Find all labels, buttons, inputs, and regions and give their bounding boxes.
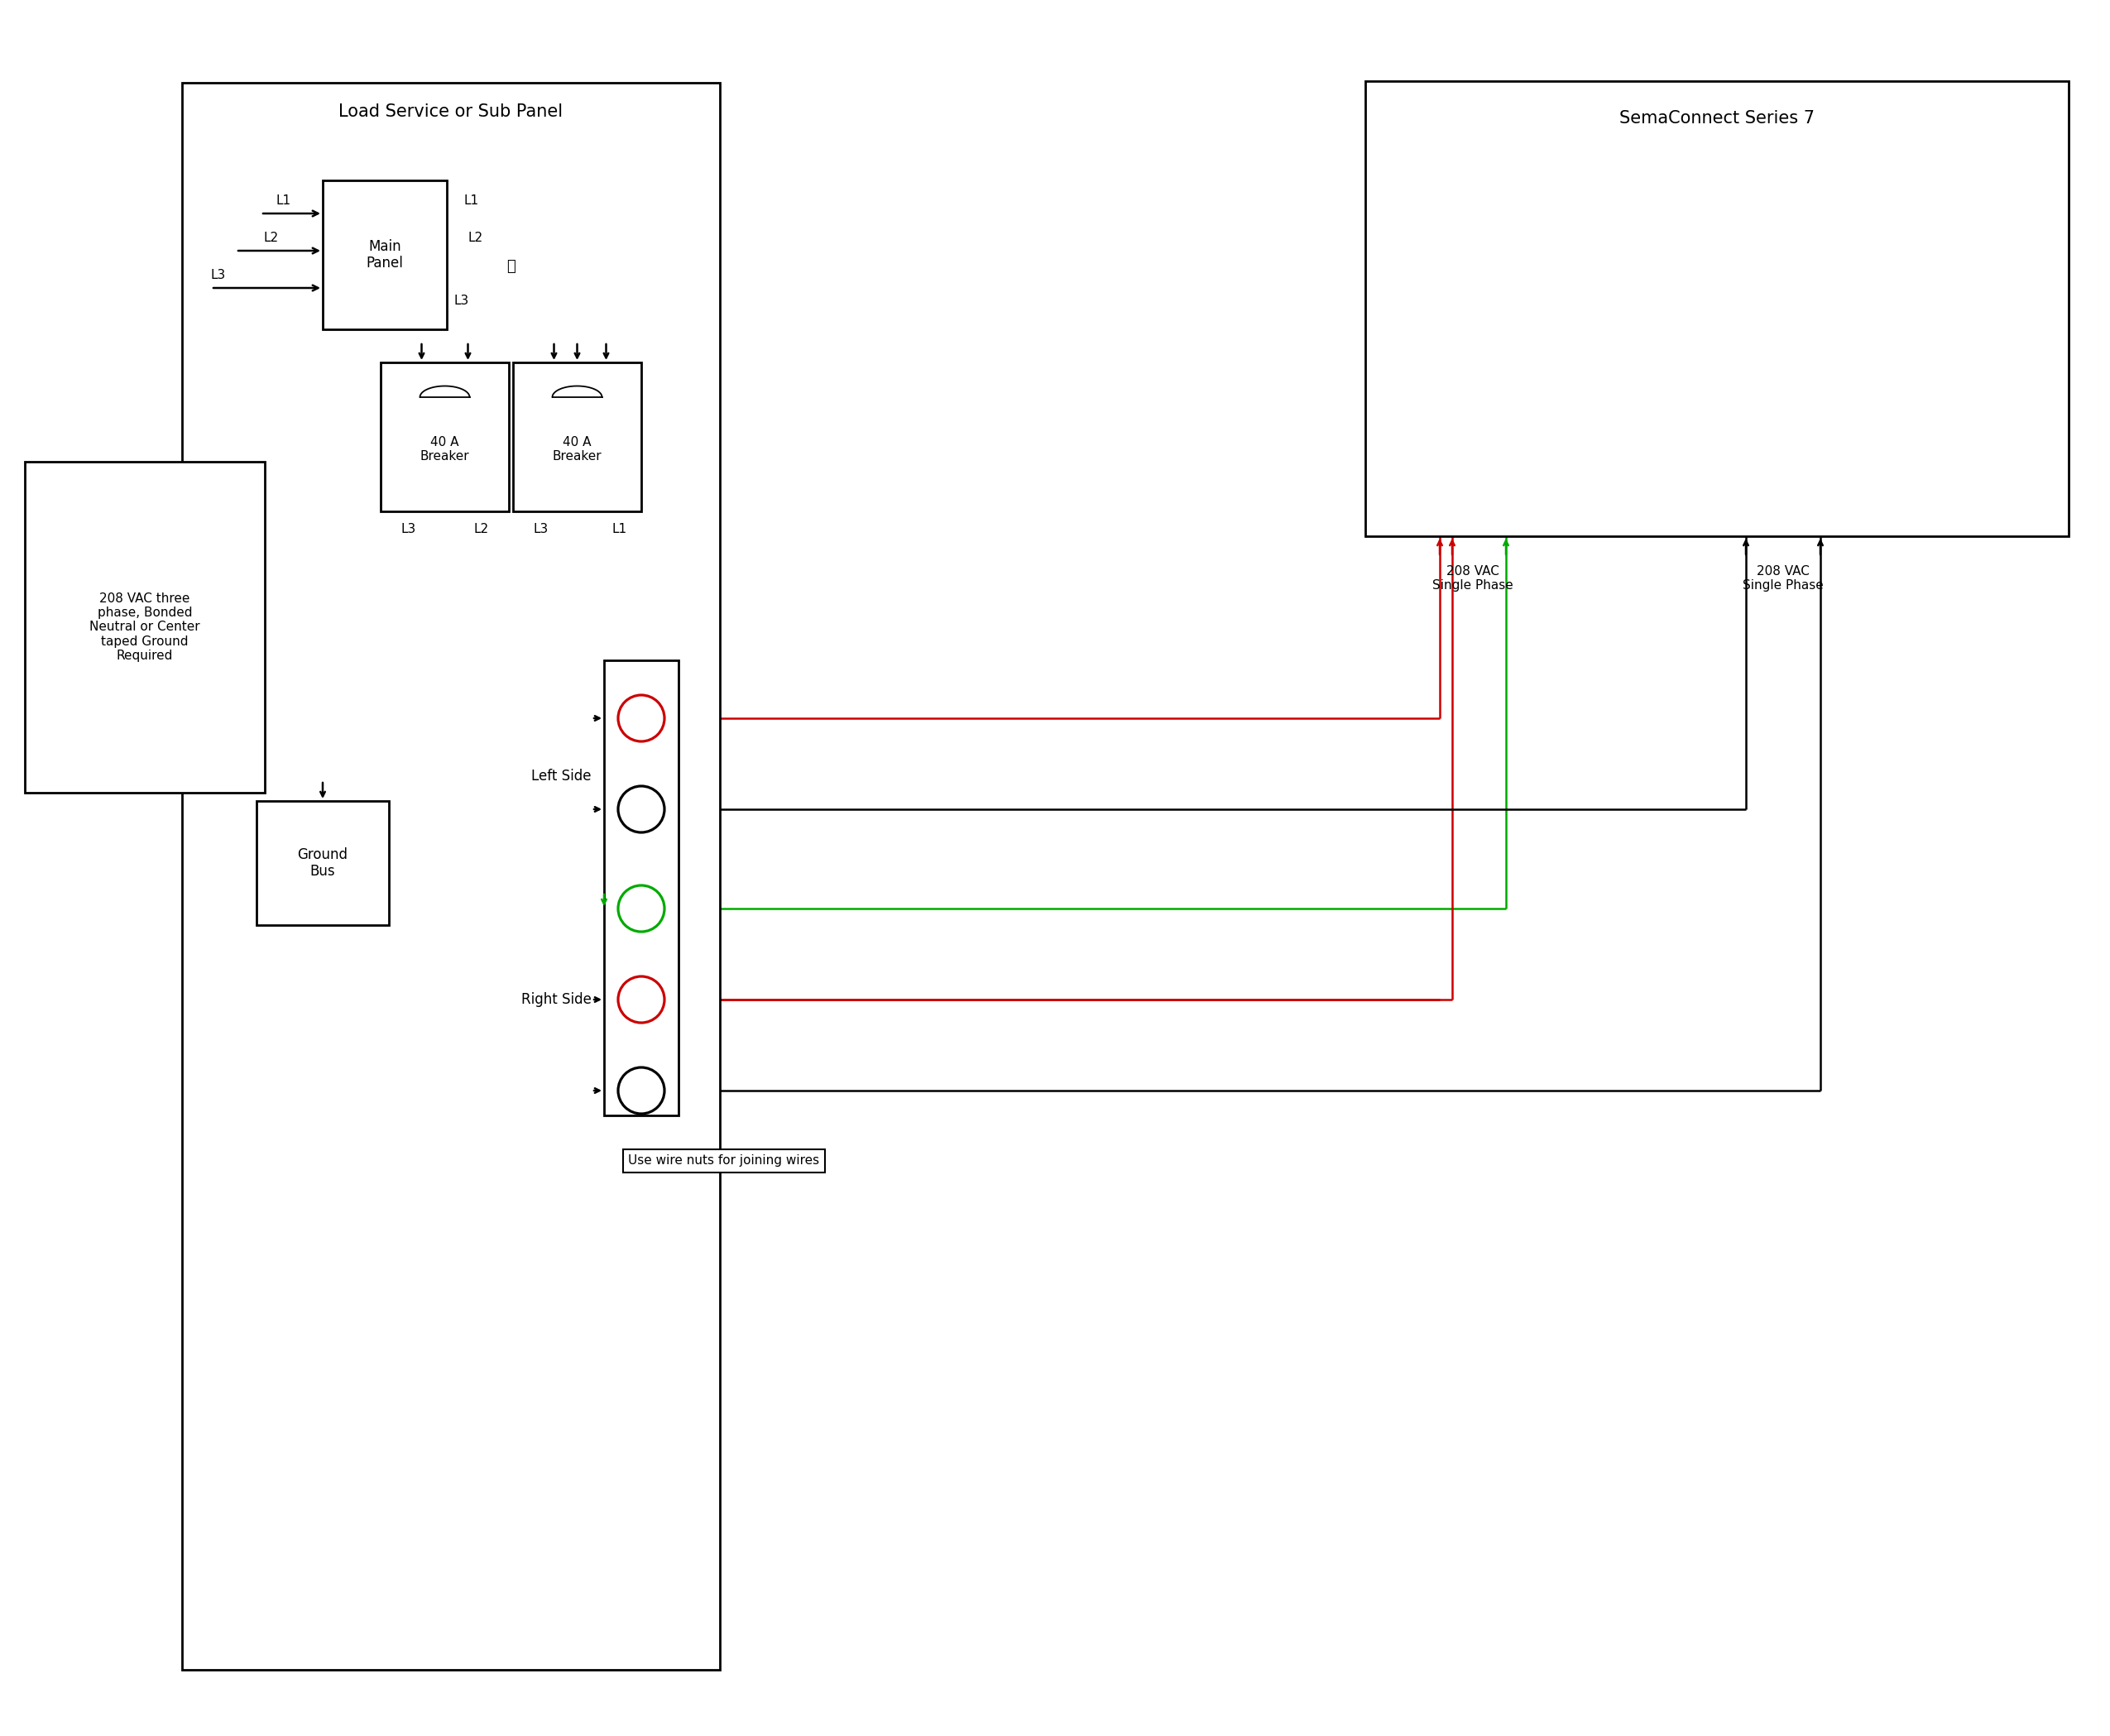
Text: Load Service or Sub Panel: Load Service or Sub Panel (340, 104, 563, 120)
Text: 208 VAC
Single Phase: 208 VAC Single Phase (1433, 566, 1513, 592)
Text: Left Side: Left Side (532, 769, 591, 783)
Text: ⌢: ⌢ (506, 259, 515, 274)
Text: Use wire nuts for joining wires: Use wire nuts for joining wires (629, 1154, 819, 1167)
Bar (513, 363, 641, 512)
Text: 208 VAC three
phase, Bonded
Neutral or Center
taped Ground
Required: 208 VAC three phase, Bonded Neutral or C… (89, 592, 200, 661)
Text: L1: L1 (276, 194, 291, 207)
Circle shape (618, 694, 665, 741)
Text: L3: L3 (401, 523, 416, 536)
Text: SemaConnect Series 7: SemaConnect Series 7 (1618, 109, 1815, 127)
Text: L1: L1 (464, 194, 479, 207)
Text: L1: L1 (612, 523, 627, 536)
Text: 40 A
Breaker: 40 A Breaker (553, 436, 601, 464)
Bar (323, 181, 447, 330)
Bar (603, 660, 679, 1116)
Circle shape (618, 885, 665, 932)
Bar (25, 462, 264, 793)
Bar (1365, 82, 2068, 536)
Text: L2: L2 (264, 231, 279, 245)
Bar (380, 363, 509, 512)
Circle shape (618, 976, 665, 1023)
Text: L3: L3 (211, 269, 226, 281)
Text: L3: L3 (454, 295, 468, 307)
Circle shape (618, 1068, 665, 1115)
Text: 40 A
Breaker: 40 A Breaker (420, 436, 468, 464)
Bar (181, 83, 720, 1670)
Bar (257, 800, 388, 925)
Text: L2: L2 (468, 231, 483, 245)
Text: L2: L2 (475, 523, 490, 536)
Text: Main
Panel: Main Panel (367, 240, 403, 271)
Text: L3: L3 (534, 523, 549, 536)
Text: 208 VAC
Single Phase: 208 VAC Single Phase (1743, 566, 1823, 592)
Circle shape (618, 786, 665, 833)
Text: Right Side: Right Side (521, 991, 591, 1007)
Text: Ground
Bus: Ground Bus (298, 847, 348, 878)
